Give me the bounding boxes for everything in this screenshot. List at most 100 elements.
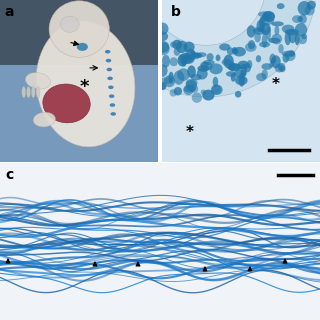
Text: a: a: [5, 5, 14, 19]
Ellipse shape: [203, 60, 215, 65]
Ellipse shape: [298, 35, 307, 44]
Ellipse shape: [22, 86, 26, 98]
Ellipse shape: [174, 47, 180, 56]
Ellipse shape: [260, 15, 274, 25]
Ellipse shape: [190, 85, 198, 93]
Ellipse shape: [297, 16, 303, 22]
Ellipse shape: [262, 34, 268, 48]
Ellipse shape: [233, 47, 246, 57]
Ellipse shape: [248, 40, 255, 49]
Ellipse shape: [298, 1, 311, 15]
Ellipse shape: [156, 22, 169, 35]
Ellipse shape: [206, 53, 214, 61]
Ellipse shape: [105, 50, 110, 53]
Ellipse shape: [279, 66, 285, 72]
Ellipse shape: [209, 63, 223, 74]
Ellipse shape: [192, 53, 203, 58]
Ellipse shape: [60, 16, 79, 32]
Polygon shape: [162, 0, 320, 162]
Ellipse shape: [237, 60, 249, 69]
Ellipse shape: [261, 63, 272, 70]
Ellipse shape: [262, 11, 275, 21]
Ellipse shape: [269, 54, 276, 64]
Ellipse shape: [307, 1, 316, 10]
Ellipse shape: [49, 1, 109, 57]
Ellipse shape: [289, 50, 295, 57]
Ellipse shape: [259, 42, 270, 47]
Ellipse shape: [196, 52, 207, 57]
Ellipse shape: [216, 54, 220, 61]
Ellipse shape: [302, 34, 307, 39]
Polygon shape: [0, 163, 320, 320]
Ellipse shape: [187, 52, 201, 60]
Ellipse shape: [178, 54, 187, 67]
Ellipse shape: [261, 23, 271, 35]
Ellipse shape: [170, 42, 176, 48]
Ellipse shape: [229, 62, 235, 71]
Ellipse shape: [235, 91, 241, 98]
Ellipse shape: [168, 72, 174, 84]
Ellipse shape: [43, 84, 90, 123]
Ellipse shape: [288, 29, 297, 43]
Ellipse shape: [109, 94, 115, 98]
Ellipse shape: [254, 32, 261, 43]
Text: *: *: [272, 76, 280, 92]
Ellipse shape: [170, 57, 178, 66]
Ellipse shape: [278, 44, 284, 53]
Ellipse shape: [180, 55, 195, 64]
Ellipse shape: [106, 59, 111, 62]
Ellipse shape: [295, 23, 307, 36]
Ellipse shape: [190, 50, 196, 59]
Ellipse shape: [244, 63, 251, 72]
Polygon shape: [0, 65, 158, 162]
Ellipse shape: [202, 90, 215, 100]
Ellipse shape: [247, 25, 256, 38]
Ellipse shape: [268, 38, 280, 43]
Ellipse shape: [305, 5, 315, 16]
Ellipse shape: [177, 68, 190, 81]
Ellipse shape: [259, 16, 265, 31]
Ellipse shape: [176, 41, 188, 53]
Ellipse shape: [235, 76, 248, 85]
Ellipse shape: [223, 54, 234, 68]
Ellipse shape: [256, 55, 261, 62]
Ellipse shape: [164, 75, 175, 87]
Ellipse shape: [261, 69, 268, 79]
Ellipse shape: [162, 55, 170, 68]
Ellipse shape: [240, 64, 247, 76]
Ellipse shape: [192, 92, 202, 103]
Ellipse shape: [159, 82, 166, 90]
Ellipse shape: [256, 73, 266, 81]
Ellipse shape: [245, 43, 257, 52]
Ellipse shape: [159, 83, 166, 90]
Ellipse shape: [254, 27, 264, 32]
Ellipse shape: [201, 90, 206, 95]
Ellipse shape: [170, 89, 177, 97]
Ellipse shape: [174, 87, 182, 96]
Ellipse shape: [228, 63, 241, 71]
Ellipse shape: [159, 77, 172, 84]
Ellipse shape: [181, 53, 191, 61]
Ellipse shape: [110, 112, 116, 116]
Ellipse shape: [108, 85, 114, 89]
Ellipse shape: [190, 74, 202, 80]
Ellipse shape: [277, 3, 284, 9]
Ellipse shape: [234, 70, 247, 78]
Ellipse shape: [201, 62, 213, 70]
Ellipse shape: [186, 80, 197, 91]
Ellipse shape: [247, 60, 252, 69]
Ellipse shape: [219, 44, 230, 51]
Ellipse shape: [157, 41, 169, 53]
Ellipse shape: [226, 71, 236, 77]
Ellipse shape: [31, 86, 35, 98]
Ellipse shape: [200, 61, 209, 69]
Ellipse shape: [172, 40, 182, 50]
Ellipse shape: [77, 43, 88, 51]
Ellipse shape: [227, 47, 234, 55]
Ellipse shape: [275, 64, 284, 73]
Ellipse shape: [269, 62, 274, 68]
Polygon shape: [0, 0, 158, 65]
Ellipse shape: [284, 29, 299, 35]
Ellipse shape: [36, 21, 135, 147]
Ellipse shape: [271, 21, 284, 26]
